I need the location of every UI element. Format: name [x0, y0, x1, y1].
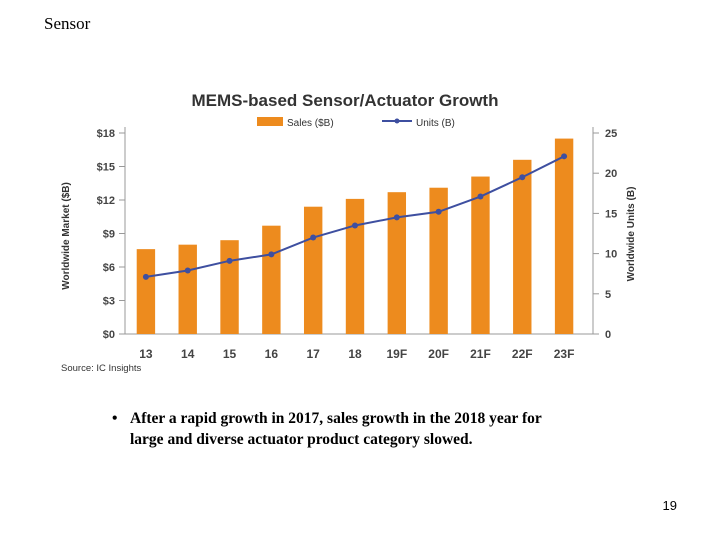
y2-tick-label: 10 — [605, 249, 617, 261]
units-point — [268, 251, 275, 258]
sales-bar — [513, 159, 532, 334]
y-tick-label: $0 — [103, 329, 115, 341]
sales-bar — [136, 249, 156, 334]
x-tick-label: 20F — [428, 347, 449, 361]
x-tick-label: 19F — [386, 347, 407, 361]
y2-tick-label: 15 — [605, 208, 617, 220]
units-point — [226, 257, 233, 264]
y-axis-label: Worldwide Market ($B) — [61, 182, 72, 290]
x-tick-label: 22F — [512, 347, 533, 361]
legend-units-marker — [394, 118, 400, 124]
units-point — [519, 174, 526, 181]
x-tick-label: 16 — [265, 347, 279, 361]
units-point — [435, 208, 442, 215]
sales-bar — [262, 225, 281, 334]
sales-bar — [429, 187, 448, 334]
x-tick-label: 14 — [181, 347, 195, 361]
y2-tick-label: 20 — [605, 168, 617, 180]
y-tick-label: $18 — [97, 128, 115, 140]
sales-bar — [178, 244, 197, 334]
x-tick-label: 21F — [470, 347, 491, 361]
x-tick-label: 13 — [139, 347, 153, 361]
legend-sales-label: Sales ($B) — [287, 118, 334, 129]
units-point — [561, 153, 568, 160]
units-point — [310, 234, 317, 241]
y-tick-label: $12 — [97, 195, 115, 207]
y-tick-label: $9 — [103, 229, 115, 241]
y2-tick-label: 5 — [605, 289, 611, 301]
y-tick-label: $15 — [97, 162, 115, 174]
sales-bar — [345, 198, 365, 334]
y-tick-label: $6 — [103, 262, 115, 274]
chart-title: MEMS-based Sensor/Actuator Growth — [192, 91, 499, 110]
units-point — [352, 222, 358, 229]
units-point — [142, 273, 149, 280]
sales-bar — [387, 192, 407, 334]
sales-bar — [554, 138, 574, 334]
y2-tick-label: 25 — [605, 128, 617, 140]
sales-bar — [303, 206, 323, 334]
units-point — [184, 267, 191, 274]
x-tick-label: 23F — [554, 347, 575, 361]
bullet-marker: • — [112, 410, 118, 427]
units-point — [477, 193, 484, 200]
y2-tick-label: 0 — [605, 329, 611, 341]
y-tick-label: $3 — [103, 296, 115, 308]
legend-sales-swatch — [257, 117, 283, 126]
mems-growth-chart: MEMS-based Sensor/Actuator Growth Sales … — [61, 91, 637, 374]
legend-units-label: Units (B) — [416, 118, 455, 129]
page-number: 19 — [662, 498, 677, 513]
bullet-point: • After a rapid growth in 2017, sales gr… — [112, 408, 552, 450]
y2-axis-label: Worldwide Units (B) — [626, 187, 637, 282]
x-tick-label: 17 — [307, 347, 321, 361]
chart-source: Source: IC Insights — [61, 363, 142, 374]
bullet-text: After a rapid growth in 2017, sales grow… — [130, 410, 542, 448]
slide-heading: Sensor — [44, 14, 91, 33]
x-tick-label: 18 — [348, 347, 362, 361]
units-point — [393, 214, 400, 221]
sales-bar — [220, 240, 239, 334]
sales-bar — [471, 176, 490, 334]
x-tick-label: 15 — [223, 347, 237, 361]
